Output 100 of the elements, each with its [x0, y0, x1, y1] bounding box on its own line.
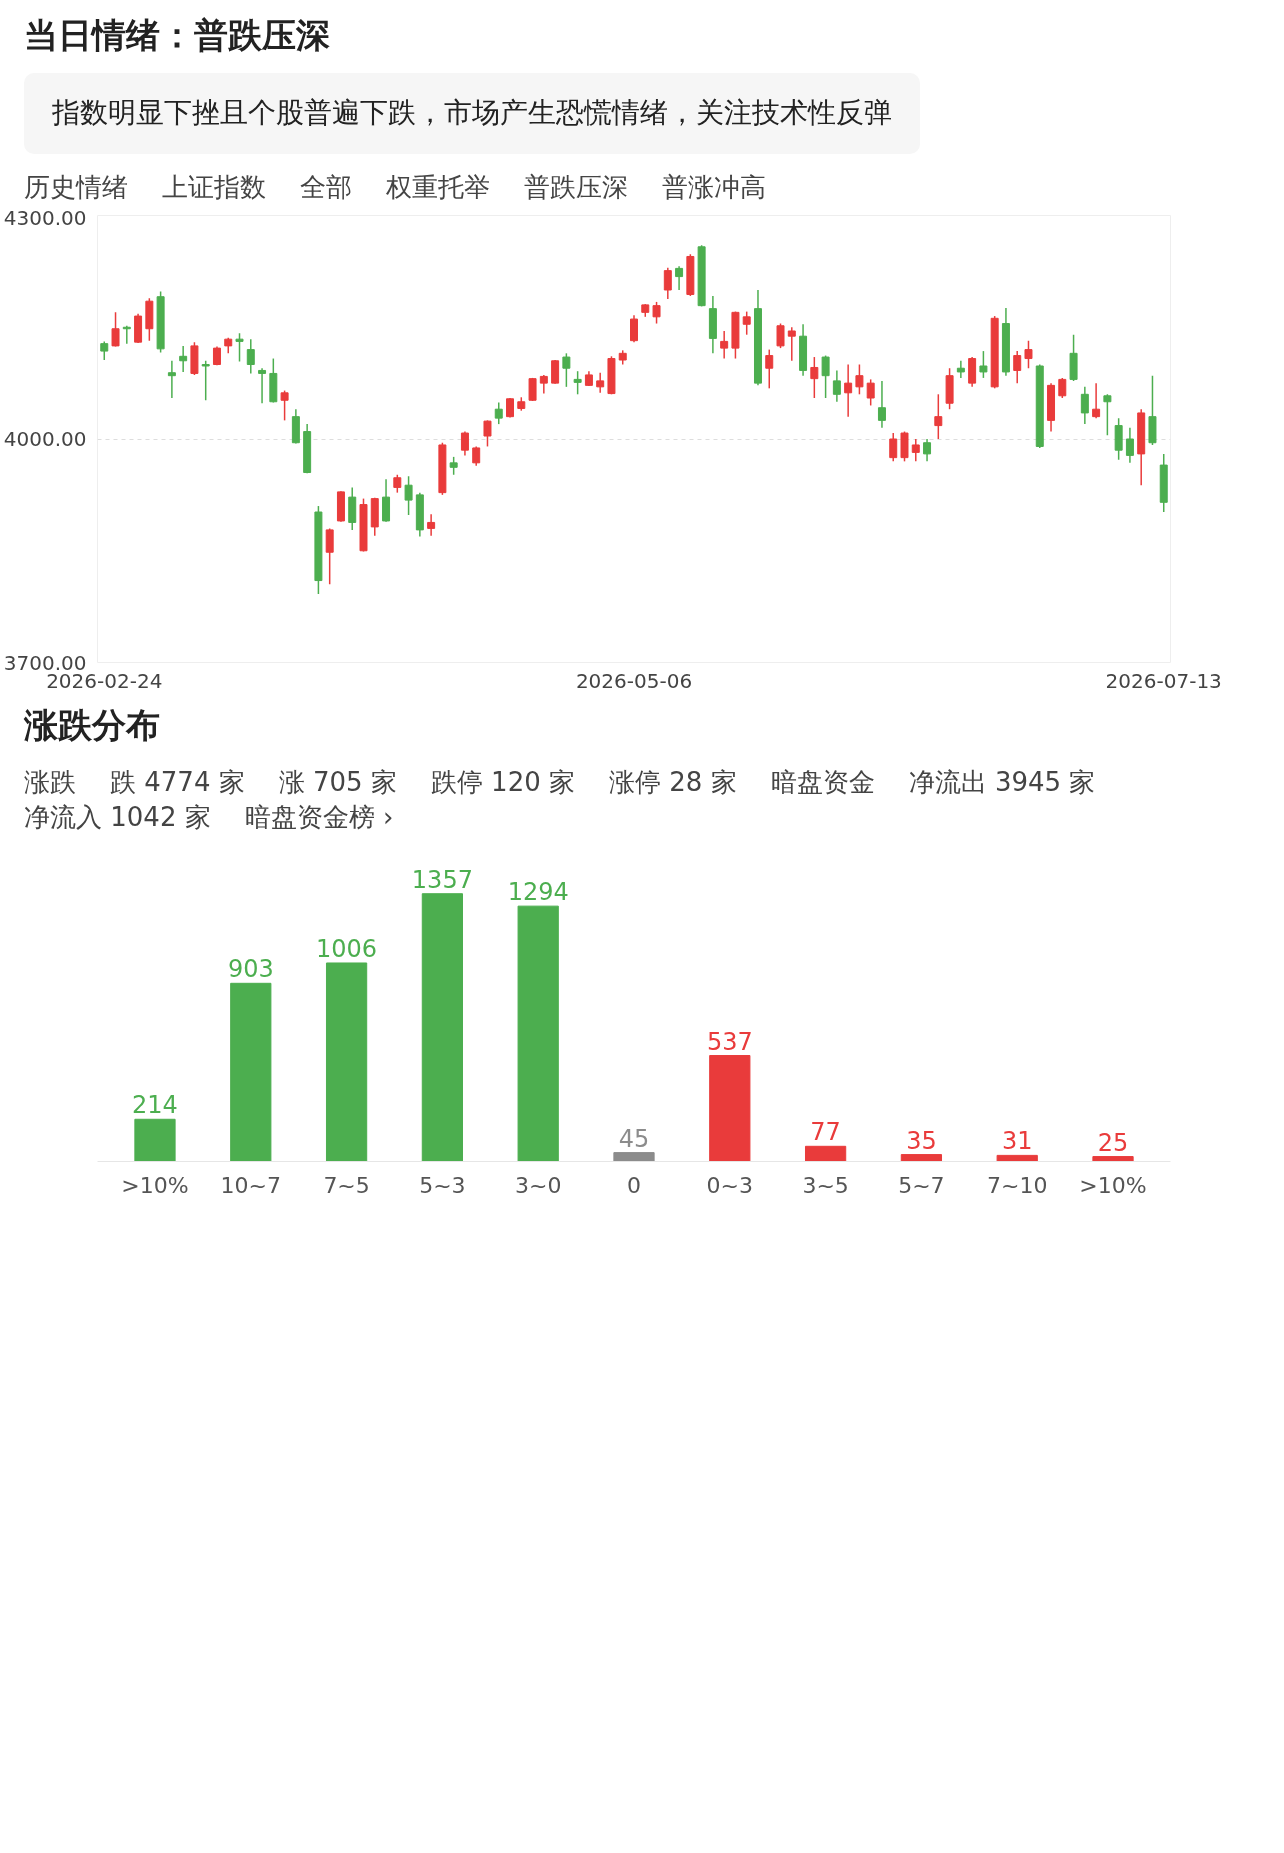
x-tick-label: 5~7 — [898, 1172, 945, 1198]
candlestick — [923, 438, 932, 462]
candlestick — [956, 359, 965, 379]
text: 普涨冲高 — [662, 170, 766, 204]
candlestick — [111, 311, 120, 348]
x-tick-label: 0~3 — [706, 1172, 754, 1198]
bar — [709, 1054, 751, 1162]
bar — [230, 982, 272, 1162]
text: 跌 4774 家 — [110, 765, 245, 799]
bar — [613, 1151, 655, 1162]
candlestick — [258, 367, 267, 404]
x-tick-label: 10~7 — [220, 1172, 282, 1198]
data-label: 214 — [132, 1091, 178, 1120]
text: 历史情绪 — [24, 170, 128, 204]
candlestick — [201, 359, 210, 401]
chart-title: 当日情绪：普跌压深 — [24, 14, 331, 57]
candlestick — [573, 370, 582, 395]
x-tick-label: 2026-05-06 — [575, 668, 693, 693]
candlestick — [382, 478, 391, 523]
candlestick — [663, 266, 672, 300]
candlestick — [483, 419, 492, 447]
x-tick-label: 3~0 — [514, 1172, 562, 1198]
text: 暗盘资金 — [770, 765, 875, 799]
x-tick-label: 5~3 — [419, 1172, 466, 1198]
bar — [996, 1154, 1038, 1162]
candlestick — [675, 265, 684, 291]
bar — [517, 905, 559, 1162]
text: 全部 — [300, 170, 352, 204]
chart-subtitle: 指数明显下挫且个股普遍下跌，市场产生恐慌情绪，关注技术性反弹 — [24, 73, 920, 154]
candlestick — [934, 393, 943, 440]
bar — [134, 1118, 176, 1162]
candlestick — [325, 527, 334, 585]
data-label: 25 — [1097, 1128, 1129, 1157]
text: 普跌压深 — [524, 170, 628, 204]
candlestick — [979, 350, 988, 379]
bar — [421, 893, 464, 1162]
x-tick-label: >10% — [1079, 1172, 1147, 1198]
data-label: 77 — [810, 1118, 841, 1147]
candlestick — [280, 389, 289, 421]
candlestick — [179, 344, 188, 373]
x-tick-label: >10% — [121, 1172, 189, 1198]
candlestick — [494, 401, 503, 425]
candlestick — [877, 379, 886, 429]
y-tick-label: 4000.00 — [3, 426, 87, 451]
candlestick — [630, 314, 638, 343]
text: 跌停 120 家 — [430, 765, 576, 799]
candlestick — [889, 432, 898, 462]
candlestick — [652, 300, 661, 325]
data-label: 1294 — [507, 877, 569, 906]
candlestick — [596, 371, 605, 394]
data-label: 45 — [618, 1124, 650, 1153]
data-label: 903 — [227, 955, 274, 984]
data-label: 31 — [1001, 1127, 1033, 1156]
candlestick — [832, 369, 841, 403]
y-tick-label: 4300.00 — [3, 205, 87, 230]
candlestick — [1013, 350, 1022, 384]
text: 净流出 3945 家 — [908, 765, 1096, 799]
candlestick — [810, 356, 819, 399]
candlestick — [562, 352, 571, 388]
x-tick-label: 7~5 — [323, 1172, 370, 1198]
candlestick — [1125, 426, 1134, 464]
text: 涨 705 家 — [278, 765, 397, 799]
candlestick — [167, 359, 176, 399]
candlestick — [539, 373, 548, 395]
candlestick — [472, 445, 481, 467]
candlestick — [821, 354, 830, 399]
candlestick — [742, 310, 751, 336]
candlestick — [787, 326, 796, 362]
candlestick — [1092, 382, 1101, 419]
candlestick — [246, 338, 255, 374]
data-label: 35 — [906, 1126, 937, 1155]
candlestick — [1103, 393, 1112, 436]
text: 上证指数 — [162, 170, 266, 204]
bar — [804, 1145, 847, 1162]
text: 暗盘资金榜 › — [244, 800, 394, 834]
text: 涨跌 — [24, 765, 76, 799]
candlestick — [844, 363, 853, 418]
text: 权重托举 — [386, 170, 490, 204]
candlestick — [720, 330, 729, 360]
candlestick — [1058, 376, 1067, 399]
x-tick-label: 2026-07-13 — [1105, 668, 1222, 693]
bar — [325, 962, 368, 1162]
candlestick — [404, 475, 413, 516]
x-tick-label: 0 — [627, 1172, 641, 1198]
candlestick — [855, 363, 864, 395]
x-tick-label: 3~5 — [802, 1172, 849, 1198]
bar — [900, 1153, 943, 1162]
candlestick — [866, 378, 875, 407]
data-label: 1357 — [411, 865, 473, 894]
candlestick — [765, 348, 774, 389]
candlestick — [100, 340, 109, 361]
text: 涨停 28 家 — [609, 765, 737, 799]
candlestick — [235, 332, 244, 363]
data-label: 1006 — [316, 934, 378, 963]
y-tick-label: 3700.00 — [3, 650, 87, 675]
candlestick — [1024, 339, 1033, 369]
x-tick-label: 7~10 — [987, 1172, 1048, 1198]
bar — [1092, 1155, 1134, 1162]
chart-title: 涨跌分布 — [24, 703, 161, 747]
data-label: 537 — [706, 1027, 753, 1056]
